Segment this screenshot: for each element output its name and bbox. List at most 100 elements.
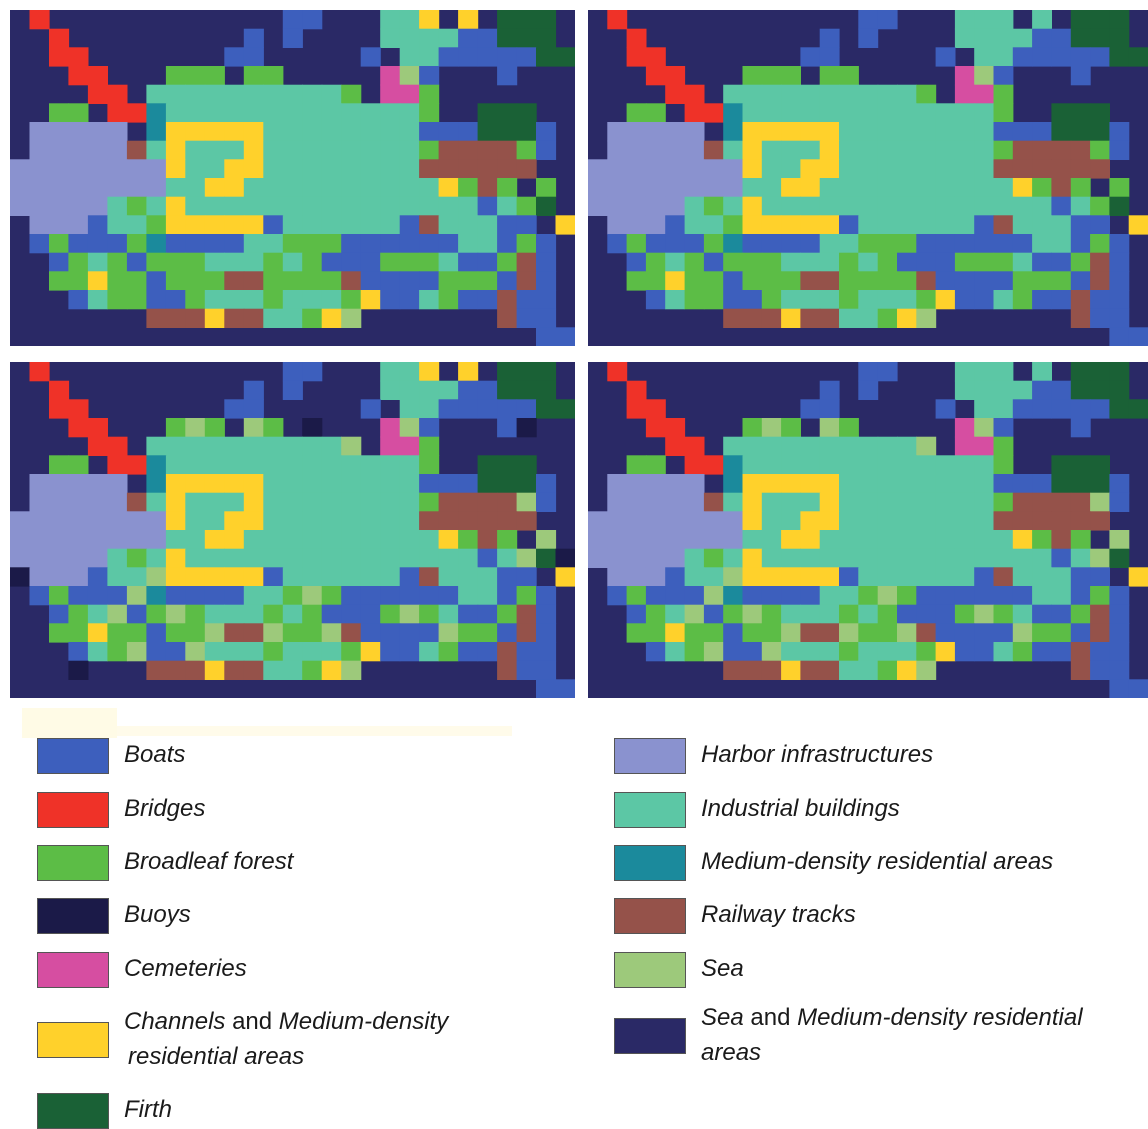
map-cell [935,47,956,67]
map-cell [839,567,859,587]
map-cell [263,586,284,606]
map-cell [360,511,381,531]
map-cell [703,215,724,235]
map-cell [87,642,108,662]
map-cell [916,586,937,606]
map-cell [819,418,840,438]
map-cell [819,178,840,198]
map-cell [302,604,323,624]
map-cell [877,660,898,680]
map-cell [204,623,225,643]
map-cell [68,642,89,662]
map-cell [858,586,879,606]
map-cell [819,399,840,419]
map-cell [146,196,167,216]
map-cell [1012,140,1033,160]
map-cell [438,140,459,160]
map-cell [684,84,705,104]
map-cell [1090,548,1110,568]
map-cell [282,530,303,550]
map-cell [781,660,801,680]
map-cell [380,548,401,568]
map-cell [477,642,498,662]
map-cell [438,474,459,494]
map-cell [360,586,381,606]
map-cell [68,196,89,216]
highlight-strip [22,708,117,738]
map-cell [1070,642,1091,662]
map-cell [781,252,801,272]
map-cell [703,140,724,160]
map-cell [1032,548,1052,568]
map-cell [360,215,381,235]
map-cell [665,511,686,531]
map-cell [185,252,206,272]
map-cell [185,159,206,179]
map-cell [497,567,518,587]
map-cell [897,530,917,550]
map-cell [477,28,498,48]
map-cell [185,178,206,198]
map-cell [146,159,167,179]
map-cell [68,399,89,419]
map-cell [1128,567,1148,587]
map-cell [1012,159,1033,179]
map-cell [858,103,879,123]
map-cell [536,679,557,698]
map-cell [877,122,898,142]
map-cell [321,196,342,216]
map-cell [536,10,557,30]
map-cell [497,28,518,48]
map-cell [204,474,225,494]
map-cell [224,252,245,272]
map-cell [781,586,801,606]
map-cell [282,10,303,30]
map-cell [877,492,898,512]
map-cell [477,511,498,531]
map-cell [165,178,186,198]
map-cell [1032,604,1052,624]
map-cell [1070,604,1091,624]
map-cell [49,178,70,198]
map-cell [897,660,917,680]
legend-label: Sea and Medium-density residential areas [701,1000,1121,1070]
map-cell [800,308,821,328]
map-cell [263,436,284,456]
map-cell [1070,567,1091,587]
map-cell [399,140,420,160]
map-cell [626,511,647,531]
map-cell [897,178,917,198]
map-cell [877,642,898,662]
map-cell [954,290,975,310]
map-cell [165,530,186,550]
map-cell [665,548,686,568]
map-cell [224,623,245,643]
map-cell [165,474,186,494]
map-cell [516,567,537,587]
map-cell [916,234,937,254]
map-cell [68,604,89,624]
map-cell [399,271,420,291]
map-cell [723,567,744,587]
map-cell [243,418,264,438]
map-cell [877,234,898,254]
map-cell [1128,679,1148,698]
map-cell [321,492,342,512]
map-cell [1032,196,1052,216]
map-cell [146,140,167,160]
map-cell [684,567,705,587]
map-cell [1051,28,1072,48]
map-cell [438,159,459,179]
map-cell [800,548,821,568]
map-cell [458,196,479,216]
map-cell [282,474,303,494]
map-cell [1070,660,1091,680]
map-cell [723,159,744,179]
map-cell [1090,103,1110,123]
map-cell [723,586,744,606]
map-cell [723,660,744,680]
map-cell [607,492,628,512]
map-cell [723,455,744,475]
map-cell [954,642,975,662]
map-cell [419,586,440,606]
